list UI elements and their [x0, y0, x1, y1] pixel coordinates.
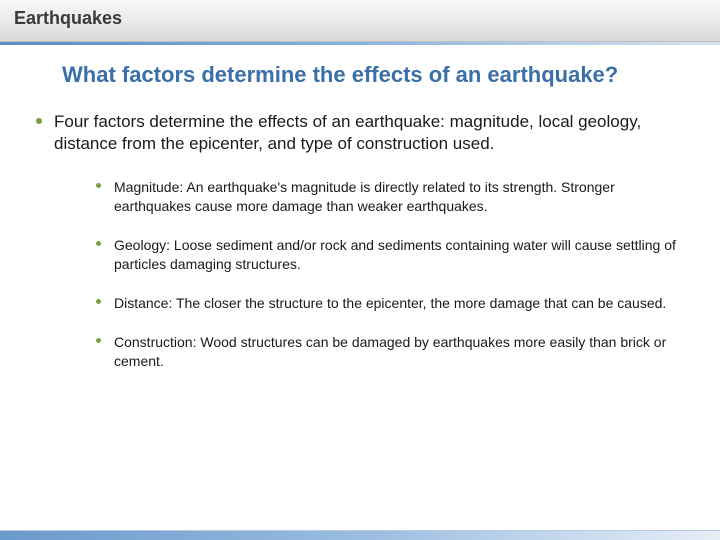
lvl1-text: Four factors determine the effects of an…	[54, 111, 680, 157]
bullet-dot-icon	[96, 299, 101, 304]
lvl2-text: Distance: The closer the structure to th…	[114, 294, 680, 313]
lvl2-text: Geology: Loose sediment and/or rock and …	[114, 236, 680, 274]
bullet-dot-icon	[96, 183, 101, 188]
bullet-dot-icon	[96, 338, 101, 343]
bullet-level2: Magnitude: An earthquake's magnitude is …	[96, 178, 680, 216]
lvl2-text: Construction: Wood structures can be dam…	[114, 333, 680, 371]
slide-footer-bar	[0, 530, 720, 540]
main-heading: What factors determine the effects of an…	[62, 61, 680, 89]
slide-content: What factors determine the effects of an…	[0, 45, 720, 411]
bullet-level2: Distance: The closer the structure to th…	[96, 294, 680, 313]
header-title: Earthquakes	[14, 8, 706, 29]
bullet-level1: Four factors determine the effects of an…	[36, 111, 680, 157]
slide-header: Earthquakes	[0, 0, 720, 42]
bullet-dot-icon	[96, 241, 101, 246]
bullet-dot-icon	[36, 118, 42, 124]
bullet-level2: Geology: Loose sediment and/or rock and …	[96, 236, 680, 274]
lvl2-text: Magnitude: An earthquake's magnitude is …	[114, 178, 680, 216]
bullet-level2: Construction: Wood structures can be dam…	[96, 333, 680, 371]
